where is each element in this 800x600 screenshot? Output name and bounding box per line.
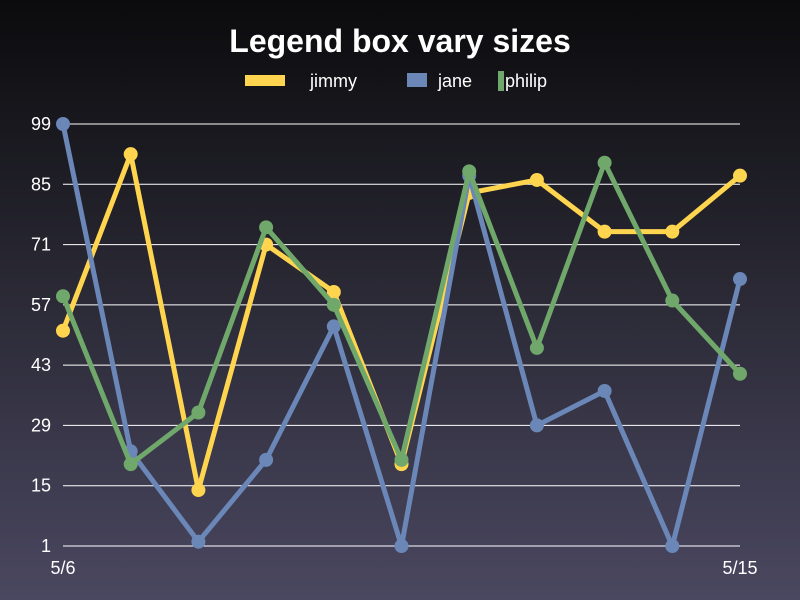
y-tick-label: 57	[31, 295, 51, 315]
data-point-jane	[259, 452, 274, 467]
legend-swatch-philip	[498, 71, 504, 91]
data-point-philip	[394, 452, 409, 467]
legend-swatch-jimmy	[245, 75, 285, 86]
y-tick-label: 71	[31, 235, 51, 255]
series-layer	[56, 117, 747, 553]
data-point-jimmy	[665, 224, 680, 239]
data-point-philip	[123, 457, 138, 472]
data-point-philip	[597, 155, 612, 170]
data-point-philip	[529, 340, 544, 355]
x-tick-end: 5/15	[722, 558, 757, 578]
x-tick-start: 5/6	[50, 558, 75, 578]
data-point-jane	[597, 383, 612, 398]
data-point-jimmy	[56, 323, 70, 338]
data-point-jane	[529, 418, 544, 433]
legend-label-jimmy: jimmy	[309, 71, 357, 91]
data-point-jane	[733, 272, 747, 287]
series-jane	[56, 117, 747, 553]
data-point-jimmy	[529, 172, 544, 187]
data-point-jane	[665, 539, 680, 553]
y-tick-label: 85	[31, 174, 51, 194]
y-tick-label: 1	[41, 536, 51, 556]
data-point-jane	[394, 539, 409, 553]
legend-swatch-jane	[407, 73, 427, 87]
data-point-philip	[733, 366, 747, 381]
data-point-jane	[326, 319, 341, 334]
data-point-jimmy	[191, 483, 206, 498]
y-tick-label: 43	[31, 355, 51, 375]
data-point-jimmy	[326, 284, 341, 299]
chart-title: Legend box vary sizes	[229, 23, 570, 59]
y-tick-label: 99	[31, 114, 51, 134]
data-point-philip	[191, 405, 206, 420]
data-point-philip	[56, 289, 70, 304]
data-point-jane	[191, 534, 206, 549]
data-point-jane	[56, 117, 70, 131]
legend: jimmy jane philip	[245, 71, 547, 91]
data-point-philip	[259, 220, 274, 235]
data-point-philip	[326, 297, 341, 312]
data-point-jimmy	[597, 224, 612, 239]
legend-label-jane: jane	[437, 71, 472, 91]
series-line-jane	[60, 121, 743, 549]
data-point-philip	[462, 164, 477, 179]
series-philip	[56, 155, 747, 472]
y-tick-label: 15	[31, 476, 51, 496]
data-point-jimmy	[733, 168, 747, 183]
data-point-philip	[665, 293, 680, 308]
data-point-jimmy	[123, 147, 138, 162]
y-axis-ticks: 99 85 71 57 43 29 15 1	[31, 114, 51, 556]
y-tick-label: 29	[31, 415, 51, 435]
grid-lines	[63, 123, 740, 547]
legend-label-philip: philip	[505, 71, 547, 91]
